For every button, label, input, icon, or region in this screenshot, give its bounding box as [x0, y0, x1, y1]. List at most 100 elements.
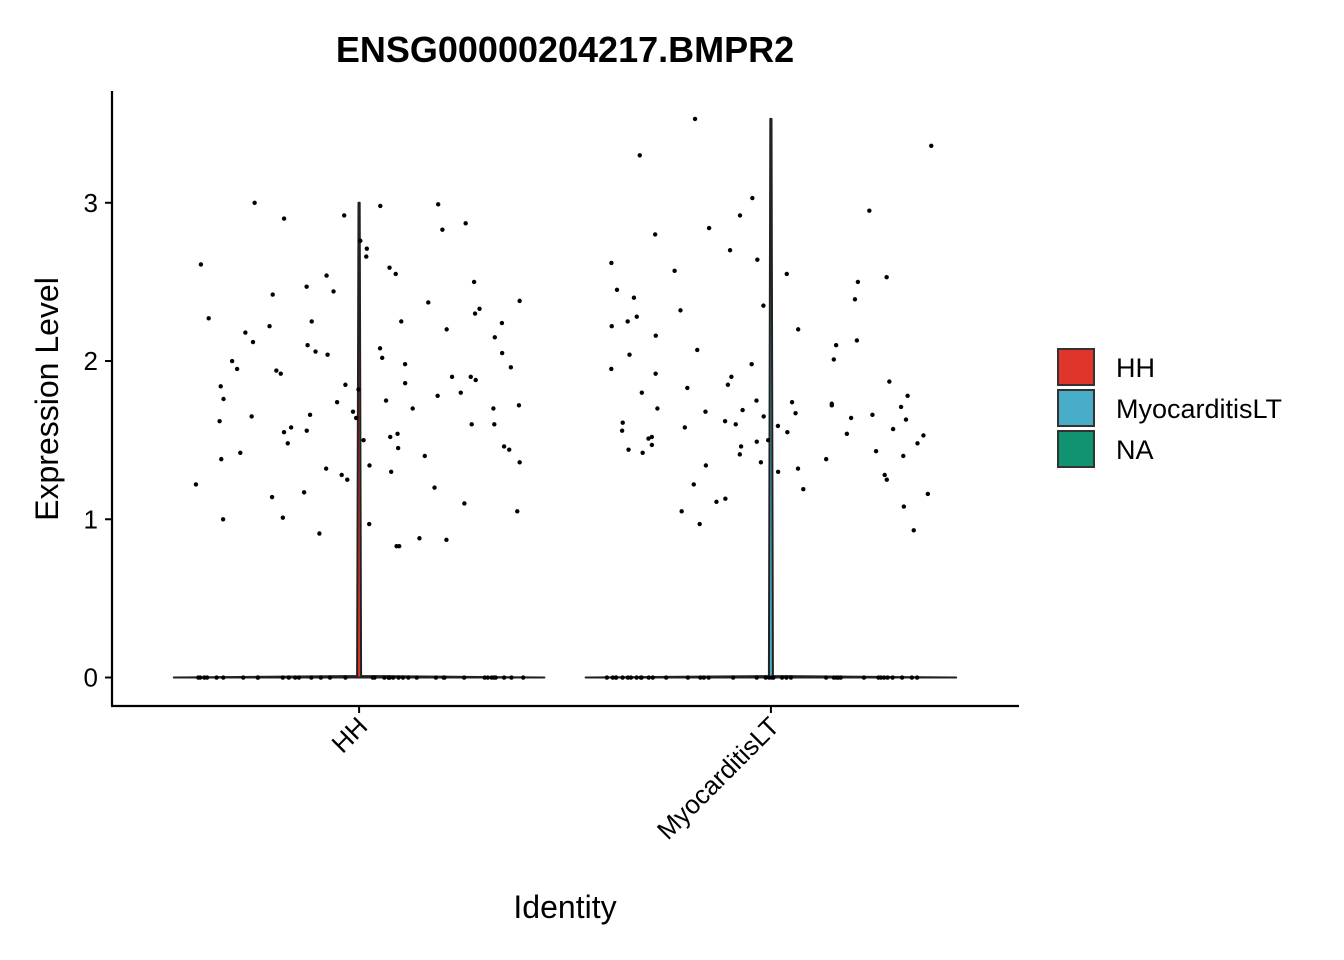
- point: [905, 393, 910, 399]
- point: [915, 441, 920, 446]
- point: [509, 675, 514, 680]
- point: [914, 675, 920, 680]
- point: [400, 675, 406, 680]
- point: [461, 675, 467, 680]
- point: [378, 203, 383, 209]
- point: [801, 487, 806, 492]
- legend-label: HH: [1116, 353, 1155, 383]
- point: [754, 439, 759, 444]
- point: [727, 248, 733, 253]
- point: [458, 390, 463, 395]
- point: [737, 213, 743, 218]
- point: [610, 675, 615, 680]
- point: [795, 466, 801, 471]
- point: [890, 426, 896, 432]
- point: [619, 428, 625, 433]
- legend-key: [1057, 430, 1095, 468]
- point: [377, 346, 383, 351]
- point: [911, 528, 916, 533]
- legend-label: MyocarditisLT: [1116, 394, 1282, 424]
- point: [358, 238, 363, 243]
- point: [672, 268, 677, 274]
- point: [387, 675, 392, 680]
- point: [255, 675, 260, 680]
- point: [738, 444, 744, 449]
- point: [737, 452, 743, 457]
- point: [758, 460, 764, 465]
- point: [876, 675, 881, 680]
- point: [844, 431, 850, 437]
- point: [318, 675, 324, 680]
- point: [449, 374, 455, 380]
- point: [785, 430, 790, 435]
- point: [382, 675, 387, 680]
- point: [921, 433, 926, 438]
- point: [678, 308, 683, 313]
- point: [307, 412, 313, 418]
- point: [292, 675, 298, 680]
- point: [925, 491, 931, 497]
- y-tick-label: 0: [84, 663, 98, 693]
- point: [435, 393, 440, 399]
- point: [485, 675, 490, 680]
- point: [650, 675, 655, 680]
- point: [367, 463, 372, 468]
- point: [691, 482, 696, 487]
- point: [399, 319, 404, 324]
- point: [521, 675, 526, 680]
- point: [831, 357, 837, 362]
- point: [609, 324, 614, 329]
- point: [685, 675, 691, 680]
- point: [280, 515, 286, 520]
- point: [823, 456, 829, 462]
- point: [755, 257, 760, 262]
- point: [867, 208, 872, 213]
- point: [829, 403, 835, 408]
- point: [625, 675, 631, 680]
- point: [793, 411, 798, 416]
- point: [685, 385, 690, 391]
- point: [649, 442, 655, 448]
- point: [679, 509, 684, 514]
- point: [267, 324, 272, 329]
- point: [620, 420, 625, 425]
- point: [833, 342, 839, 348]
- point: [663, 675, 669, 680]
- point: [723, 496, 728, 501]
- point: [305, 342, 310, 348]
- point: [775, 423, 781, 429]
- point: [414, 675, 419, 680]
- point: [882, 472, 887, 478]
- point: [339, 472, 344, 478]
- point: [304, 428, 309, 433]
- point: [655, 406, 660, 411]
- point: [492, 422, 497, 427]
- point: [823, 675, 829, 680]
- point: [463, 221, 468, 226]
- point: [323, 466, 329, 471]
- point: [243, 330, 248, 335]
- point: [206, 316, 211, 321]
- point: [402, 361, 408, 367]
- point: [761, 303, 766, 308]
- point: [366, 521, 372, 527]
- point: [252, 200, 257, 205]
- point: [697, 521, 702, 527]
- point: [491, 406, 496, 411]
- point: [387, 265, 392, 270]
- point: [714, 499, 719, 505]
- point: [471, 279, 477, 285]
- point: [698, 675, 703, 680]
- point: [489, 675, 494, 680]
- point: [390, 675, 396, 680]
- point: [356, 387, 361, 392]
- point: [646, 436, 651, 441]
- point: [628, 675, 634, 680]
- point: [749, 361, 754, 367]
- point: [402, 380, 408, 386]
- point: [331, 289, 336, 294]
- point: [763, 675, 768, 680]
- point: [852, 297, 858, 302]
- point: [372, 675, 377, 680]
- point: [325, 352, 330, 357]
